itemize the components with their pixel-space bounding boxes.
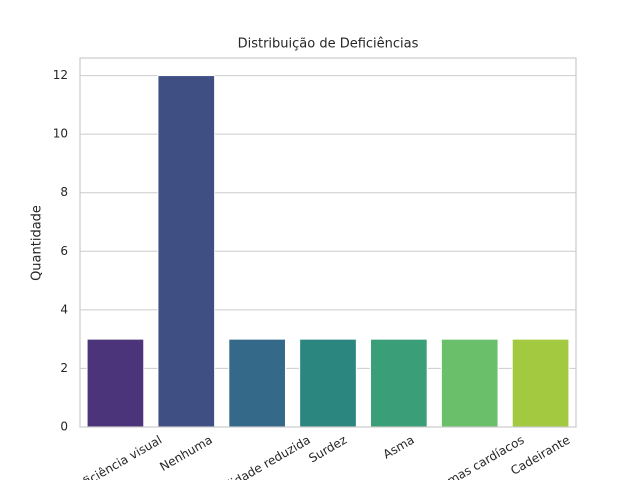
chart-title: Distribuição de Deficiências (238, 37, 419, 52)
x-tick-label: Nenhuma (157, 433, 214, 474)
y-tick-label: 8 (60, 185, 68, 199)
y-tick-label: 10 (53, 127, 68, 141)
y-tick-label: 6 (60, 244, 68, 258)
x-tick-label: Asma (381, 433, 417, 462)
x-tick-label: Mobilidade reduzida (201, 433, 313, 480)
y-axis-label: Quantidade (30, 205, 45, 281)
plot-frame (79, 57, 577, 428)
bar (511, 338, 570, 428)
y-tick-label: 4 (60, 302, 68, 316)
bar (370, 338, 428, 428)
bar (157, 75, 216, 428)
x-tick-label: Problemas cardíacos (412, 433, 526, 480)
y-tick-label: 2 (60, 361, 68, 375)
x-tick-label: Surdez (306, 433, 349, 466)
bar (299, 338, 357, 428)
bar (86, 338, 145, 428)
bar (440, 338, 499, 428)
y-tick-label: 12 (53, 68, 68, 82)
x-tick-label: Deficiência visual (66, 433, 164, 480)
bar (228, 338, 286, 428)
y-tick-label: 0 (60, 420, 68, 434)
